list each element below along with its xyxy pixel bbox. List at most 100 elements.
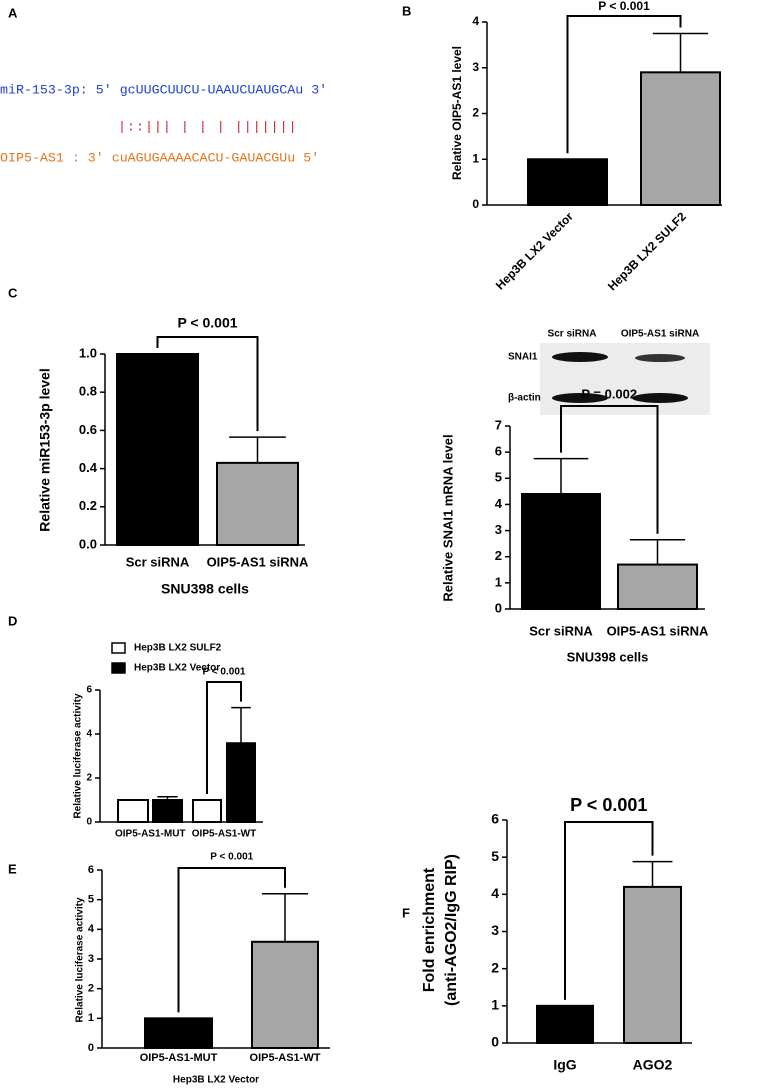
legend-label: Hep3B LX2 Vector [134, 663, 220, 674]
y-tick-label: 6 [491, 811, 499, 827]
significance-bracket [206, 681, 242, 794]
target-sequence: OIP5-AS1 : 3' cuAGUGAAAACACU-GAUACGUu 5' [0, 151, 319, 166]
y-tick-label: 3 [88, 953, 94, 965]
bar [116, 353, 199, 546]
y-tick-label: 5 [88, 894, 94, 906]
x-tick-label: OIP5-AS1 siRNA [607, 623, 709, 638]
y-tick-label: 0.2 [79, 498, 97, 513]
significance-bracket [564, 821, 654, 1000]
y-tick-label: 0 [88, 1042, 94, 1054]
x-tick-label: OIP5-AS1 siRNA [207, 554, 309, 569]
error-bar [533, 457, 589, 494]
panel-letter: B [402, 3, 411, 18]
panel-letter: F [402, 905, 410, 920]
y-tick-label: 2 [86, 773, 92, 784]
x-axis-label: SNU398 cells [567, 649, 649, 664]
significance-bracket [177, 867, 286, 1013]
y-axis-label: (anti-AGO2/IgG RIP) [443, 854, 460, 1006]
y-tick-label: 2 [88, 983, 94, 995]
y-axis-label: Relative luciferase activity [75, 897, 86, 1023]
annotation: P = 0.002 [581, 386, 637, 401]
bar [640, 71, 721, 206]
y-tick-label: 6 [495, 444, 502, 459]
y-tick-label: 7 [495, 417, 502, 432]
x-tick-label: OIP5-AS1-WT [250, 1052, 321, 1064]
legend-label: Hep3B LX2 SULF2 [134, 643, 222, 654]
annotation: P < 0.001 [210, 852, 253, 863]
error-bar [261, 892, 309, 942]
y-tick-label: 4 [86, 729, 92, 740]
western-blot: Scr siRNA OIP5-AS1 siRNA SNAI1 β-actin [508, 329, 710, 415]
y-tick-label: 5 [495, 470, 502, 485]
bar [536, 1004, 594, 1044]
significance-bracket [566, 15, 682, 154]
y-tick-label: 2 [491, 959, 499, 975]
bar [192, 799, 222, 823]
error-bar [157, 795, 178, 800]
panel-letter: E [8, 861, 17, 876]
blot-row: SNAI1 [508, 352, 538, 363]
bar [251, 940, 319, 1049]
bar [527, 158, 608, 206]
y-axis-label: Relative SNAI1 mRNA level [440, 434, 455, 601]
band [635, 354, 685, 362]
bar [144, 1017, 213, 1049]
y-tick-label: 4 [495, 496, 503, 511]
x-tick-label: Scr siRNA [529, 623, 593, 638]
bar [216, 461, 299, 546]
x-axis-label: SNU398 cells [161, 581, 249, 597]
annotation: P < 0.001 [177, 315, 237, 331]
mirna-sequence: miR-153-3p: 5' gcUUGCUUCU-UAAUCUAUGCAu 3… [0, 83, 327, 98]
y-tick-label: 3 [491, 922, 499, 938]
y-tick-label: 4 [491, 885, 499, 901]
bar [226, 742, 256, 823]
y-tick-label: 0 [491, 1034, 499, 1050]
y-axis-label: Relative miR153-3p level [37, 368, 53, 531]
band [632, 393, 688, 403]
error-bar [652, 32, 709, 73]
error-bar [231, 706, 251, 744]
y-tick-label: 1 [495, 574, 502, 589]
x-tick-label: AGO2 [633, 1057, 673, 1073]
bar [152, 799, 183, 823]
y-tick-label: 0 [86, 817, 92, 828]
panel-letter: A [8, 5, 18, 20]
x-tick-label: Hep3B LX2 Vector [493, 209, 576, 292]
y-tick-label: 0.0 [79, 536, 97, 551]
annotation: P < 0.001 [570, 795, 647, 815]
x-tick-label: Hep3B LX2 SULF2 [605, 209, 689, 293]
y-tick-label: 4 [472, 14, 479, 28]
panel-letter: D [8, 613, 17, 628]
y-tick-label: 1 [88, 1012, 94, 1024]
blot-row: β-actin [508, 393, 541, 404]
annotation: P < 0.001 [203, 667, 246, 678]
significance-bracket [560, 405, 659, 534]
x-axis-label: Hep3B LX2 Vector [173, 1075, 259, 1086]
y-tick-label: 4 [88, 923, 95, 935]
x-tick-label: OIP5-AS1-WT [192, 829, 256, 840]
x-tick-label: OIP5-AS1-MUT [140, 1052, 218, 1064]
x-tick-label: OIP5-AS1-MUT [115, 829, 186, 840]
y-tick-label: 1 [472, 151, 479, 165]
y-tick-label: 6 [86, 685, 92, 696]
y-tick-label: 3 [472, 60, 479, 74]
bar [617, 563, 698, 610]
y-tick-label: 0.8 [79, 384, 97, 399]
error-bar [229, 436, 286, 463]
y-tick-label: 2 [495, 548, 502, 563]
x-tick-label: IgG [553, 1057, 576, 1073]
legend-swatch [111, 642, 126, 654]
y-tick-label: 2 [472, 106, 479, 120]
y-tick-label: 0 [472, 197, 479, 211]
y-tick-label: 0 [495, 600, 502, 615]
blot-column: Scr siRNA [548, 329, 597, 340]
band [552, 352, 608, 362]
bar [117, 799, 149, 823]
y-tick-label: 0.4 [79, 460, 98, 475]
y-axis-label: Relative OIP5-AS1 level [450, 46, 464, 180]
significance-bracket [156, 336, 259, 432]
y-axis-label: Relative luciferase activity [73, 693, 84, 819]
error-bar [629, 538, 686, 565]
pairing: |::||| | | | ||||||| [118, 120, 298, 135]
